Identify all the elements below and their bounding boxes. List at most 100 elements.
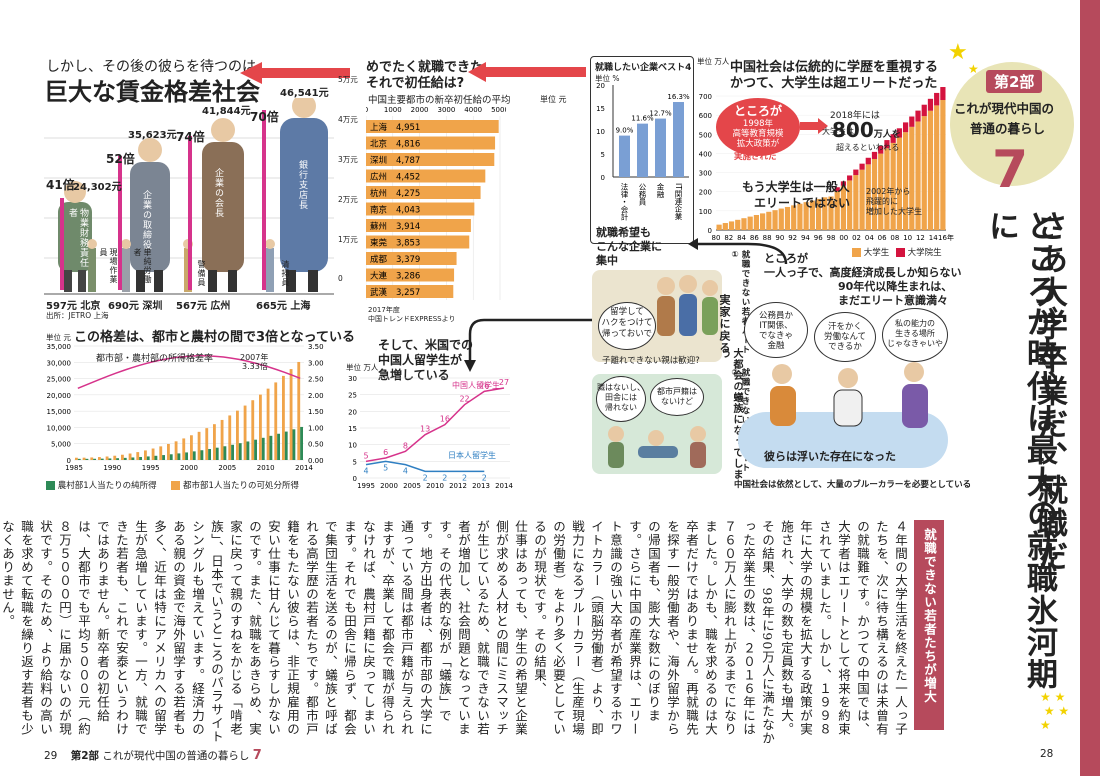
gap-rural-bar [261,437,265,460]
bubble-text3: 拡大政策が [736,139,780,149]
students-grad-bar [934,92,940,106]
best4-bar [655,118,666,177]
students-xaxis-tick: 08 [890,234,899,242]
think2-3: できるか [828,342,862,352]
abroad-xaxis-tick: 2014 [495,482,513,490]
gap-xaxis-tick: 1990 [103,464,121,472]
salary-chart: 0 1000 2000 3000 4000 5000 上海 4,951 北京 4,816 深圳 4,7… [364,104,509,314]
city-2: 深圳 [142,301,163,312]
salary-city-label: 深圳 [370,155,387,166]
students-bar [934,105,940,230]
top-4: 46,541元 [280,88,329,99]
best4-axis-tick: 10 [596,128,605,136]
gap-axis-tick: 20,000 [47,392,72,400]
gap-rural-bar [116,458,119,460]
footer-left-title: これが現代中国の普通の暮らし [102,750,250,762]
students-bar [859,169,865,230]
best4-axis-tick: 15 [596,105,605,113]
role-3: 企業の会長 [213,168,223,218]
abroad-jp-label: 2 [442,473,447,482]
best4-panel: 就職したい企業ベスト4 単位 % 20 15 10 5 0 9.0% 法律・会計 11.6% 公… [590,56,694,244]
gap-rural-bar [284,431,288,460]
students-xaxis-tick: 80 [712,234,721,242]
wage-chart-svg [44,94,334,295]
students-xaxis-tick: 06 [878,234,887,242]
students-bar [728,221,735,230]
best4-category-label: 金融 [656,182,665,200]
caption1: もう大学生は一般人 [742,180,850,194]
students-bar [896,137,902,230]
top-1: 24,302元 [73,182,122,193]
gap-rural-bar [192,451,196,460]
abroad-cn-line [365,387,505,463]
abroad-xaxis-tick: 1995 [357,482,375,490]
abroad-axis-tick: 0 [353,475,357,483]
top-3: 41,844元 [202,106,251,117]
salary-city-label: 北京 [370,139,387,150]
abroad-jp-label: 2 [462,473,467,482]
wage-source: 出所：JETRO 上海 [46,311,109,320]
gap-rural-bar [300,426,303,460]
gap-urban-bar [90,457,94,460]
students-bar [797,203,803,230]
gap-unit: 単位 元 [46,333,71,342]
wage-yaxis-tick: 5万元 [338,75,358,84]
students-grad-bar [884,140,890,149]
gap-legend-a: 農村部1人当たりの純所得 [57,481,157,491]
gap-xaxis-tick: 2014 [295,464,313,472]
salary-value-label: 4,816 [396,140,420,150]
gap-rural-bar [85,458,89,460]
abroad-headline1: そして、米国での [378,338,474,352]
best4-value-label: 12.7% [649,110,672,118]
think1-4: 金融 [767,341,785,351]
salary-bar [366,186,481,199]
students-xaxis-tick: 14 [929,234,938,242]
students-grad-bar [940,87,946,101]
gap-urban-bar [136,452,140,460]
arrow-left-icon-2 [468,62,586,82]
person-beijing-figure [58,181,97,292]
gap-xaxis-tick: 1995 [142,464,160,472]
route-intro2: こんな企業に [596,240,662,253]
students-grad-bar [902,122,909,133]
bottom-1: 597元 北京 [46,297,100,312]
salary-bar [366,268,455,282]
column-heading-bar [914,520,944,730]
note-grads: 大学生は [822,127,854,136]
students-bar [741,218,747,230]
students-xaxis-tick: 10 [903,234,912,242]
students-unit: 単位 万人 [697,57,730,66]
gap-urban-bar [266,388,270,460]
think2-2: 労働なんて [823,332,867,342]
note-2002a: 2002年から [866,187,911,196]
salary-value-label: 3,379 [396,255,420,265]
gap-rural-bar [146,456,150,460]
students-bar [747,216,753,230]
best4-axis-tick: 5 [601,151,605,159]
person-shanghai-figure [265,94,328,292]
abroad-headline3: 急増している [378,368,450,382]
gap-ratio-line [77,355,301,390]
tokoroga1: ところが [764,252,808,265]
gap-chart: 35,000 30,000 25,000 20,000 15,000 10,000 5,00… [40,340,340,492]
note-2002b: 飛躍的に [866,197,898,206]
students-xaxis-tick: 90 [775,234,784,242]
bottom-value-3: 567元 [176,301,207,312]
salary-bar [366,169,486,183]
route2-bubble-b: 都市戸籍は ないけど [650,378,704,416]
wage-intro: しかし、その後の彼らを待つのは [46,59,256,75]
ratio-1: 41倍 [46,178,75,192]
section-badge: 第2部 これが現代中国の 普通の暮らし [950,62,1074,186]
students-grad-bar [915,110,921,122]
gap-urban-bar [197,431,201,460]
gap-rural-bar [200,450,204,460]
students-xaxis-tick: 88 [763,234,772,242]
students-grad-bar [896,128,902,138]
note-800-big: 800万人を [832,118,901,142]
abroad-cn-label: 8 [403,441,408,450]
gap-legend: 農村部1人当たりの純所得 都市部1人当たりの可処分所得 [46,479,299,491]
best4-bar [673,102,684,177]
salary-note2: 中国トレンドEXPRESSより [368,315,456,323]
students-axis-tick: 100 [699,208,712,216]
